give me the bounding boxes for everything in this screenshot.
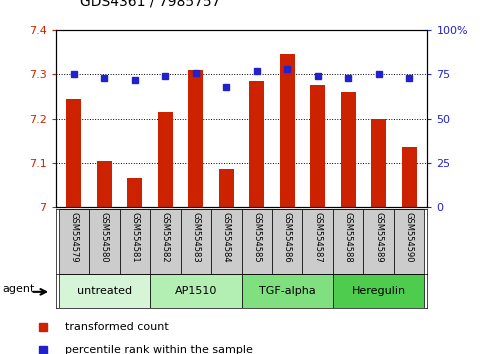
Bar [150,274,242,308]
Bar [58,209,89,274]
Text: transformed count: transformed count [65,321,169,332]
Bar [97,161,112,207]
Text: GSM554583: GSM554583 [191,212,200,263]
Bar [371,119,386,207]
Bar [310,85,326,207]
Text: GSM554586: GSM554586 [283,212,292,263]
Bar [127,178,142,207]
Bar [302,209,333,274]
Text: GSM554587: GSM554587 [313,212,322,263]
Text: GSM554585: GSM554585 [252,212,261,263]
Bar [120,209,150,274]
Text: GSM554590: GSM554590 [405,212,413,263]
Bar [249,81,264,207]
Bar [58,274,150,308]
Text: GSM554589: GSM554589 [374,212,383,263]
Text: GSM554581: GSM554581 [130,212,139,263]
Bar [401,147,417,207]
Bar [89,209,120,274]
Bar [211,209,242,274]
Text: GSM554580: GSM554580 [100,212,109,263]
Text: GDS4361 / 7985757: GDS4361 / 7985757 [80,0,220,9]
Bar [280,55,295,207]
Bar [181,209,211,274]
Text: untreated: untreated [77,286,132,296]
Bar [219,170,234,207]
Bar [341,92,356,207]
Bar [363,209,394,274]
Text: agent: agent [3,285,35,295]
Bar [333,209,363,274]
Bar [394,209,425,274]
Bar [242,209,272,274]
Text: GSM554588: GSM554588 [344,212,353,263]
Bar [333,274,425,308]
Text: Heregulin: Heregulin [352,286,406,296]
Text: percentile rank within the sample: percentile rank within the sample [65,344,253,354]
Bar [157,112,173,207]
Text: GSM554579: GSM554579 [70,212,78,263]
Text: AP1510: AP1510 [174,286,217,296]
Bar [242,274,333,308]
Bar [66,99,82,207]
Text: TGF-alpha: TGF-alpha [259,286,315,296]
Text: GSM554582: GSM554582 [161,212,170,263]
Bar [188,70,203,207]
Bar [272,209,302,274]
Text: GSM554584: GSM554584 [222,212,231,263]
Bar [150,209,181,274]
